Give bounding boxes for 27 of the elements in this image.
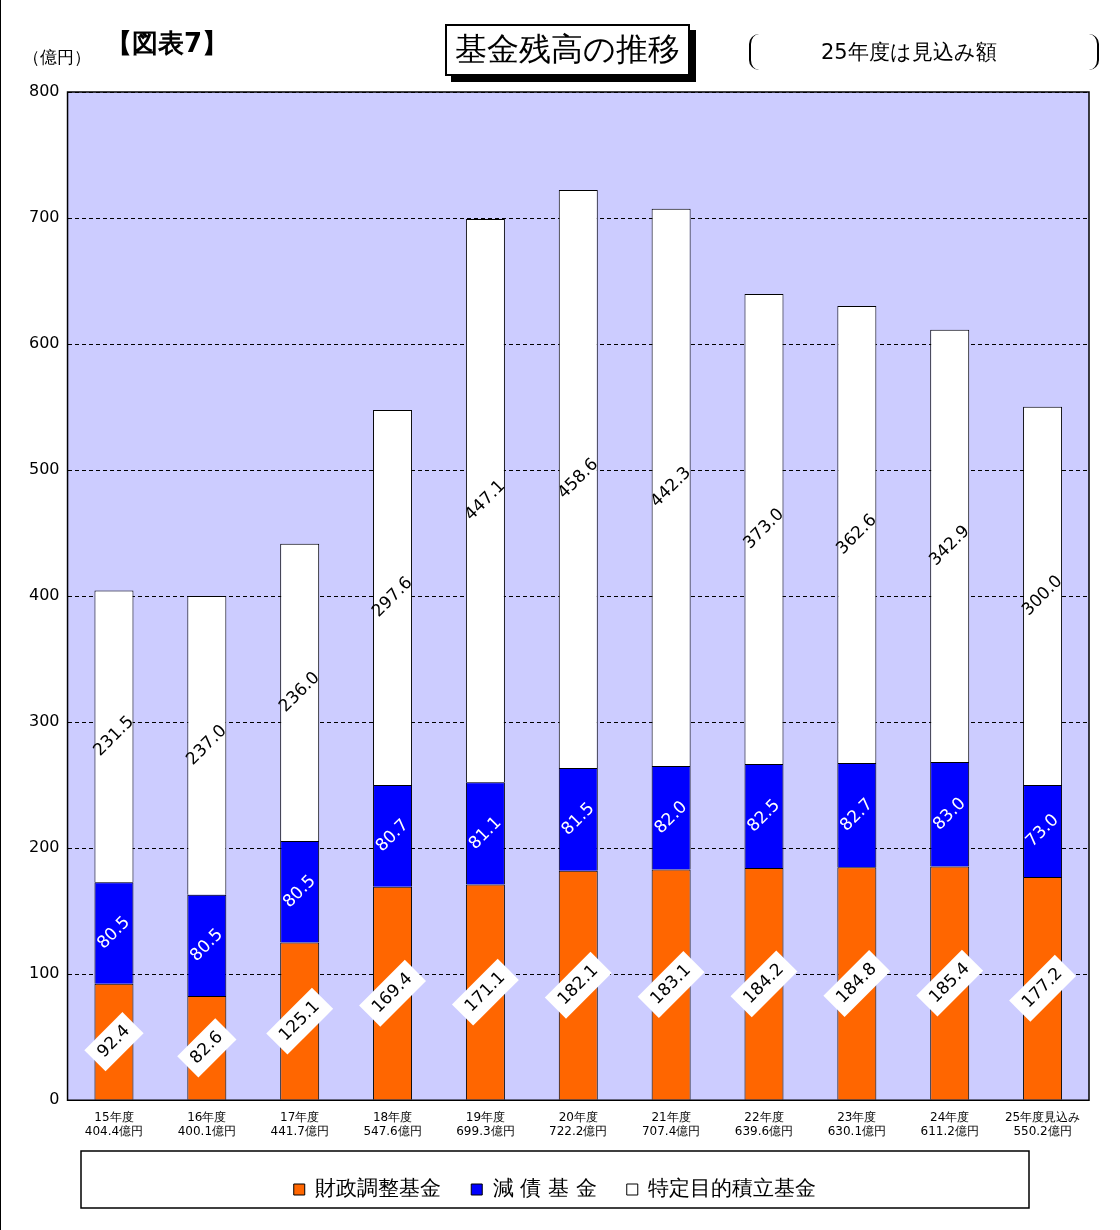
x-tick-label: 22年度 639.6億円 [734,1109,794,1138]
x-tick-label: 16年度 400.1億円 [177,1109,237,1138]
chart-title: 基金残高の推移 [445,24,690,76]
y-axis-title: （億円） [23,46,91,69]
y-tick-label: 600 [28,333,60,353]
x-tick-label: 19年度 699.3億円 [456,1109,515,1138]
x-tick-label: 24年度 611.2億円 [920,1109,979,1138]
x-tick-label: 15年度 404.4億円 [84,1109,144,1138]
y-tick-label: 0 [49,1089,60,1109]
text: 【図表7】 [106,27,229,60]
y-tick-label: 300 [28,711,60,731]
x-tick-label: 18年度 547.6億円 [363,1109,422,1138]
y-tick-label: 500 [28,459,60,479]
legend-label: 財政調整基金 [315,1175,442,1200]
x-tick-label: 25年度見込み 550.2億円 [1004,1109,1081,1138]
x-tick-label: 21年度 707.4億円 [641,1109,701,1138]
y-tick-label: 800 [28,81,60,101]
x-tick-label: 17年度 441.7億円 [270,1109,329,1138]
legend-label: 減 債 基 金 [492,1175,597,1200]
legend-label: 特定目的積立基金 [648,1175,817,1200]
chart-subtitle: 25年度は見込み額 [821,39,997,66]
x-tick-label: 20年度 722.2億円 [549,1109,608,1138]
y-tick-label: 200 [28,837,60,857]
x-tick-label: 23年度 630.1億円 [827,1109,887,1138]
y-tick-label: 100 [28,963,60,983]
y-tick-label: 700 [28,207,60,227]
y-tick-label: 400 [28,585,60,605]
